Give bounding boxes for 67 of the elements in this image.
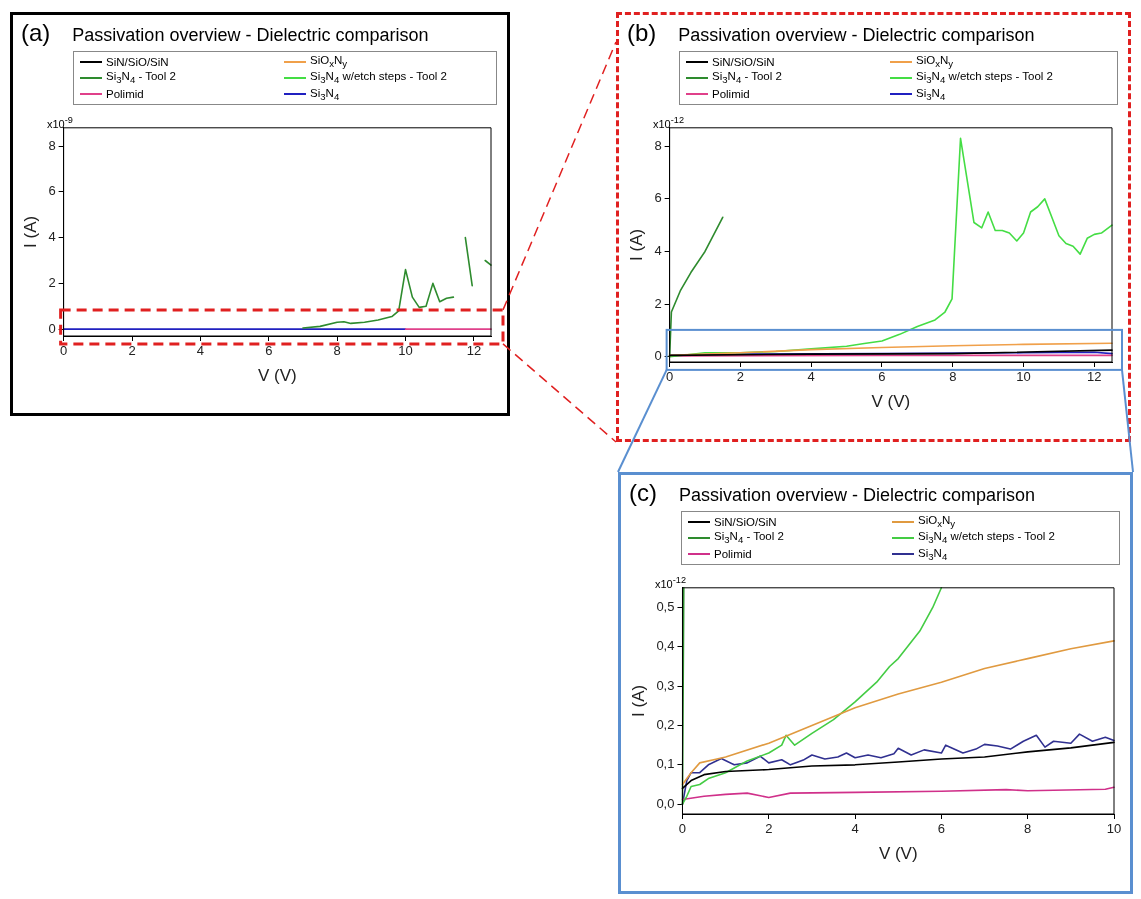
- legend-label: SiO$_{x}$N$_{y}$: [918, 514, 956, 530]
- legend-label: Si$_{3}$N$_{4}$ w/etch steps - Tool 2: [310, 70, 448, 86]
- x-tick-label: 0: [678, 821, 687, 837]
- y-tick-label: 2: [48, 274, 56, 290]
- x-tick-label: 4: [807, 369, 815, 385]
- y-axis-title: I (A): [20, 215, 40, 248]
- x-tick-label: 8: [949, 369, 957, 385]
- annotation: x10$^{-9}$: [47, 114, 73, 130]
- x-tick-label: 4: [196, 343, 205, 359]
- x-axis-title: V (V): [871, 392, 911, 412]
- legend-label: Polimid: [712, 88, 750, 101]
- text: (a): [21, 19, 51, 47]
- x-tick-label: 6: [878, 369, 886, 385]
- x-tick-label: 12: [466, 343, 482, 359]
- y-tick-label: 2: [654, 295, 662, 311]
- legend-label: Si$_{3}$N$_{4}$ - Tool 2: [714, 530, 784, 546]
- x-tick-label: 10: [398, 343, 413, 359]
- x-tick-label: 4: [851, 821, 859, 837]
- legend-label: SiN/SiO/SiN: [712, 55, 775, 68]
- y-tick-label: 4: [654, 242, 662, 258]
- chart-title: Passivation overview - Dielectric comparison: [678, 485, 1036, 506]
- y-tick-label: 0: [48, 320, 56, 336]
- legend-label: SiN/SiO/SiN: [714, 515, 777, 528]
- y-tick-label: 8: [48, 137, 56, 153]
- y-axis-title: I (A): [628, 684, 648, 717]
- y-tick-label: 6: [654, 190, 662, 206]
- x-tick-label: 10: [1016, 369, 1031, 385]
- x-tick-label: 0: [60, 343, 68, 359]
- text: (b): [627, 19, 657, 47]
- x-tick-label: 2: [765, 821, 773, 837]
- x-tick-label: 8: [1024, 821, 1032, 837]
- legend-label: SiO$_{x}$N$_{y}$: [310, 54, 348, 70]
- chart-title: Passivation overview - Dielectric comparison: [678, 25, 1035, 46]
- x-tick-label: 12: [1087, 369, 1102, 385]
- legend-label: Si$_{3}$N$_{4}$ - Tool 2: [712, 70, 782, 86]
- legend-label: SiN/SiO/SiN: [106, 55, 169, 68]
- annotation: x10$^{-12}$: [653, 114, 684, 130]
- x-tick-label: 6: [265, 343, 273, 359]
- legend-label: Si$_{3}$N$_{4}$: [918, 546, 948, 562]
- y-tick-label: 8: [654, 137, 662, 153]
- legend-label: Si$_{3}$N$_{4}$ w/etch steps - Tool 2: [918, 530, 1056, 546]
- x-tick-label: 8: [333, 343, 341, 359]
- legend-label: Si$_{3}$N$_{4}$ w/etch steps - Tool 2: [916, 70, 1054, 86]
- y-tick-label: 6: [48, 183, 56, 199]
- y-tick-label: 0,2: [656, 716, 675, 732]
- y-tick-label: 0,4: [656, 638, 675, 654]
- y-tick-label: 0,0: [656, 795, 675, 811]
- legend-label: Si$_{3}$N$_{4}$ - Tool 2: [106, 70, 176, 86]
- text: (c): [629, 479, 657, 507]
- legend-label: SiO$_{x}$N$_{y}$: [916, 54, 954, 70]
- x-axis-title: V (V): [257, 366, 297, 386]
- legend-label: Si$_{3}$N$_{4}$: [310, 86, 340, 102]
- legend-label: Polimid: [714, 548, 752, 561]
- x-tick-label: 6: [937, 821, 946, 837]
- legend-label: Polimid: [106, 88, 144, 101]
- x-axis-title: V (V): [878, 844, 918, 864]
- y-tick-label: 0,1: [656, 756, 675, 772]
- y-axis-title: I (A): [626, 228, 646, 261]
- annotation: x10$^{-12}$: [655, 574, 686, 590]
- x-tick-label: 2: [736, 369, 745, 385]
- legend-label: Si$_{3}$N$_{4}$: [916, 86, 946, 102]
- x-tick-label: 10: [1106, 821, 1122, 837]
- y-tick-label: 4: [48, 229, 56, 245]
- y-tick-label: 0,5: [656, 598, 675, 614]
- x-tick-label: 2: [128, 343, 136, 359]
- y-tick-label: 0,3: [656, 677, 675, 693]
- chart-title: Passivation overview - Dielectric comparison: [72, 25, 429, 46]
